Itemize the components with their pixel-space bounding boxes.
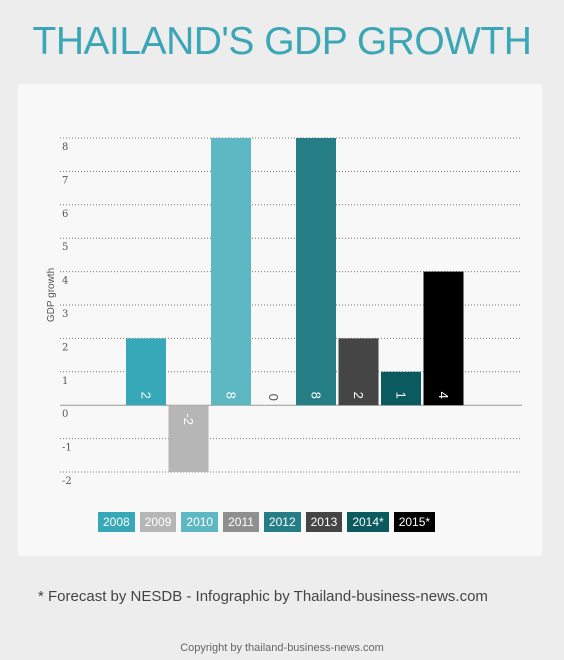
chart-panel: 8 7 6 5 4 3 2 1 0 -1 -2 GDP growth 2 -2 8 0 8 2 1 4 [18,84,542,556]
y-axis-label: GDP growth [46,268,57,322]
data-label: 1 [394,392,409,399]
y-tick-label: 7 [62,175,68,186]
bar-2013 [338,338,379,406]
y-tick-label: 1 [62,376,68,387]
gdp-bar-chart: 8 7 6 5 4 3 2 1 0 -1 -2 GDP growth 2 -2 8 0 8 2 1 4 [46,137,522,487]
y-tick-label: 4 [62,276,68,287]
bar-2012 [296,138,336,406]
copyright: Copyright by thailand-business-news.com [180,642,384,654]
data-label: 8 [224,392,239,399]
legend-item-2009: 2009 [139,512,177,532]
y-tick-label: -2 [62,476,72,487]
legend-item-2015: 2015* [393,512,436,532]
data-label: -2 [181,413,196,425]
data-label: 8 [309,392,324,399]
bar-2008 [126,338,166,406]
y-tick-label: 5 [62,242,68,253]
data-label: 2 [139,392,154,399]
y-tick-label: 8 [62,142,68,153]
legend-item-2008: 2008 [98,512,135,532]
bar-2015 [423,271,464,406]
data-label: 4 [436,392,451,399]
legend-item-2011: 2011 [223,512,259,532]
y-tick-label: -1 [62,443,72,454]
bar-2014 [381,371,421,406]
legend-item-2010: 2010 [181,512,219,532]
legend-item-2014: 2014* [347,512,389,532]
y-tick-label: 3 [62,309,68,320]
data-label: 2 [351,392,366,399]
bar-2010 [211,138,251,406]
y-tick-label: 0 [62,409,68,420]
legend: 2008 2009 2010 2011 2012 2013 2014* 2015* [98,512,436,532]
data-label: 0 [266,394,281,401]
legend-item-2012: 2012 [263,512,301,532]
footnote: * Forecast by NESDB - Infographic by Tha… [38,588,488,605]
bar-2009 [168,405,209,472]
y-tick-label: 2 [62,342,68,353]
legend-item-2013: 2013 [305,512,343,532]
y-tick-label: 6 [62,209,68,220]
chart-title: THAILAND'S GDP GROWTH [32,20,532,63]
